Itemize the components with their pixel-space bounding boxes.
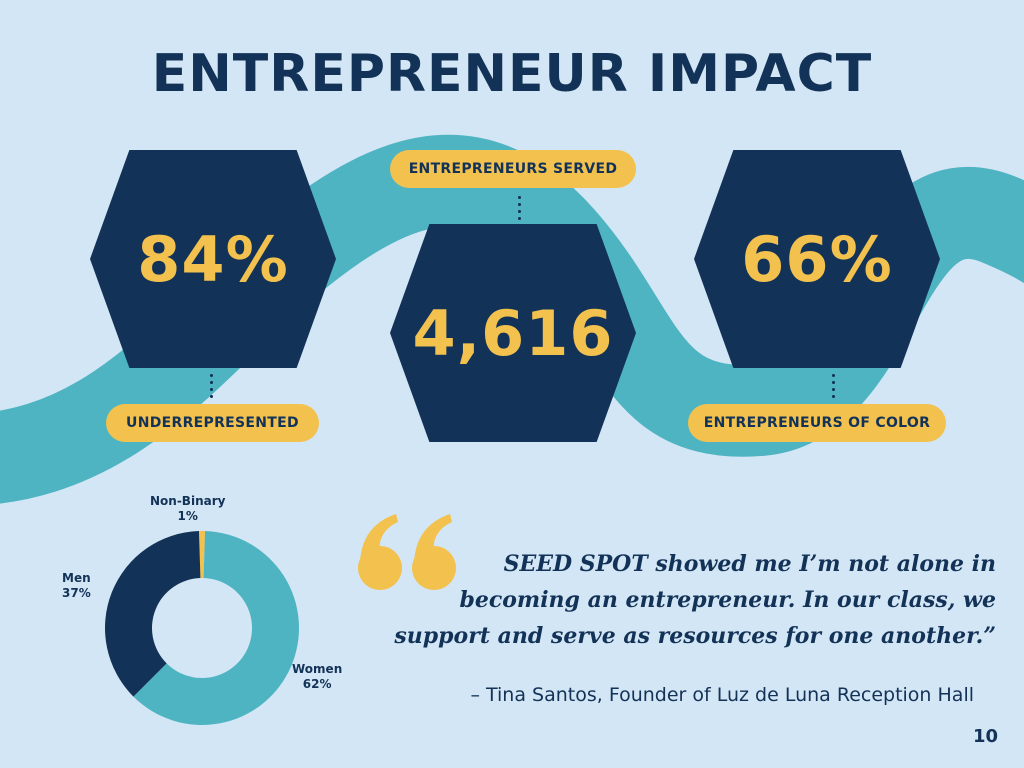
stat-hexagon-underrepresented: 84% [90,150,336,368]
quote-attribution: – Tina Santos, Founder of Luz de Luna Re… [470,684,974,706]
stat-value-entrepreneurs-served: 4,616 [412,296,614,370]
stat-label-entrepreneurs-of-color: ENTREPRENEURS OF COLOR [688,404,946,442]
donut-label-men-name: Men [62,571,91,585]
donut-segment-non-binary [198,531,206,579]
gender-donut-chart [105,531,299,725]
testimonial-quote: SEED SPOT showed me I’m not alone in bec… [394,551,996,649]
stat-hexagon-entrepreneurs-of-color: 66% [694,150,940,368]
connector-dots [210,372,213,402]
stat-label-entrepreneurs-served: ENTREPRENEURS SERVED [390,150,636,188]
donut-label-men: Men 37% [62,571,91,601]
quote-mark-icon [358,514,456,590]
stat-hexagon-entrepreneurs-served: 4,616 [390,224,636,442]
page-number: 10 [972,726,998,747]
donut-label-non-binary: Non-Binary 1% [150,494,225,524]
donut-label-women-name: Women [292,662,343,676]
donut-label-non-binary-percent: 1% [177,509,198,523]
donut-label-men-percent: 37% [62,586,91,600]
page-title: ENTREPRENEUR IMPACT [151,44,873,104]
donut-label-women-percent: 62% [302,677,332,691]
donut-label-non-binary-name: Non-Binary [150,494,226,508]
stat-label-underrepresented: UNDERREPRESENTED [106,404,319,442]
donut-segment-men [105,531,201,697]
donut-segment-women [133,531,299,725]
stat-value-underrepresented: 84% [137,222,289,296]
donut-label-women: Women 62% [292,662,342,692]
connector-dots [518,194,521,224]
connector-dots [832,372,835,402]
stat-value-entrepreneurs-of-color: 66% [741,222,893,296]
